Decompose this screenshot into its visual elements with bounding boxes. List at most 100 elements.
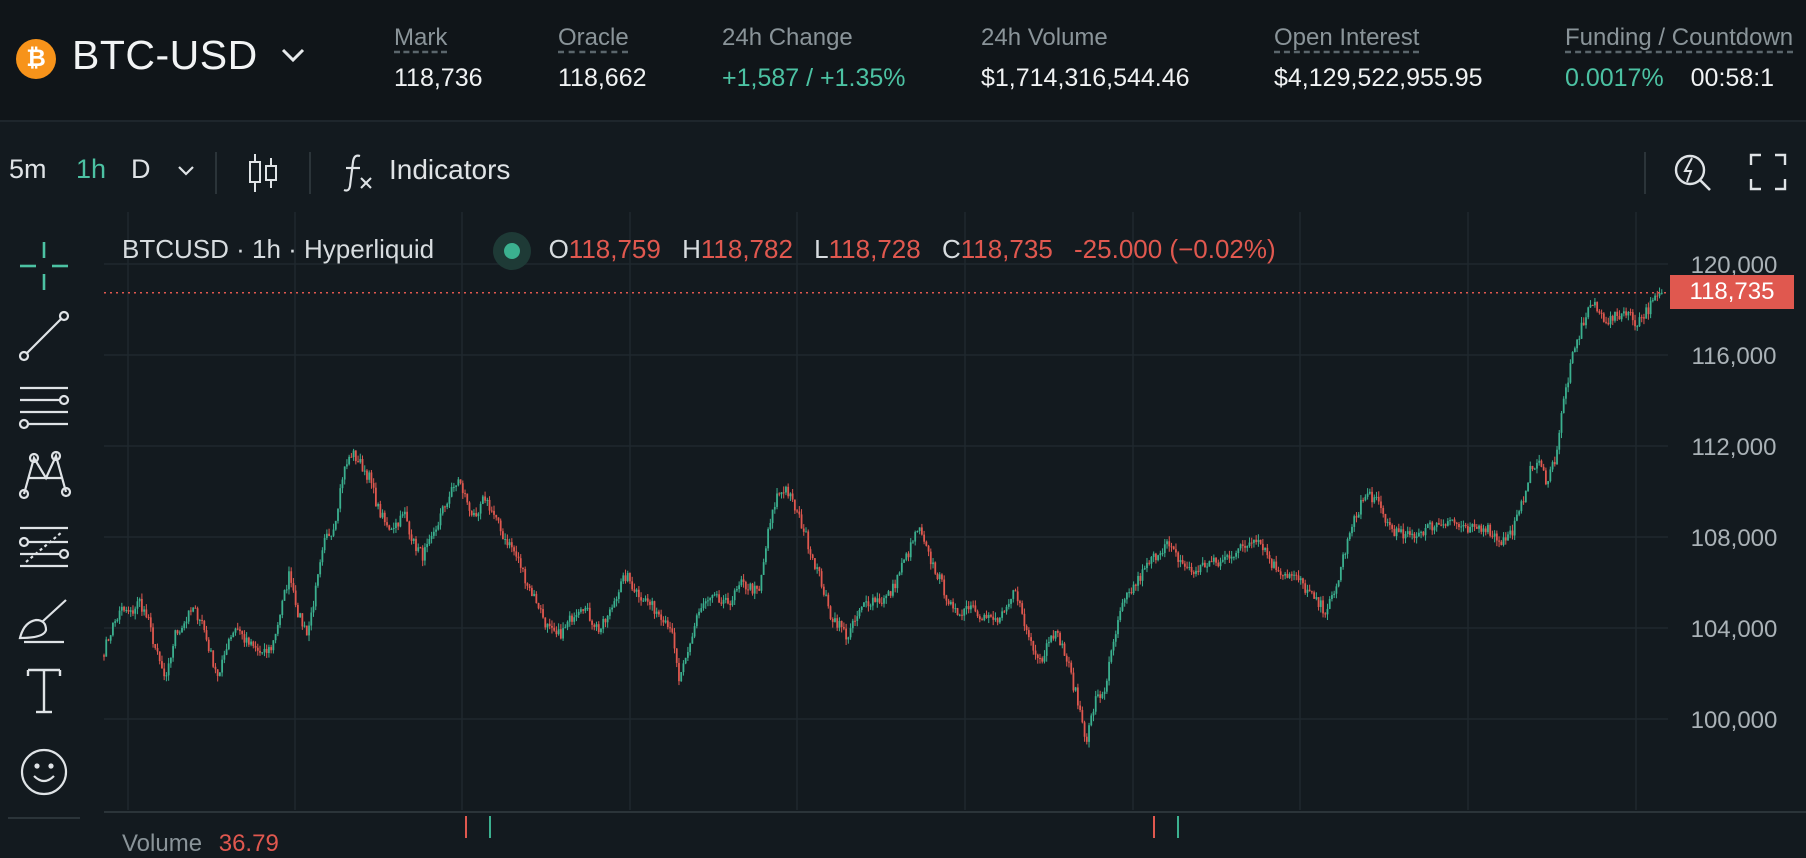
candle-body <box>564 627 567 629</box>
stat-oracle-label[interactable]: Oracle <box>558 24 629 51</box>
text-icon[interactable] <box>16 662 72 718</box>
candle-body <box>985 614 988 618</box>
candle-body <box>1516 514 1518 521</box>
candle-body <box>994 618 997 620</box>
emoji-icon[interactable] <box>16 744 72 800</box>
candle-body <box>198 620 201 622</box>
stat-oracle-value: 118,662 <box>558 64 647 92</box>
candle-body <box>348 456 351 465</box>
candle-body <box>1268 555 1271 560</box>
candle-body <box>740 579 743 586</box>
candle-body <box>1527 482 1529 491</box>
candle-body <box>764 548 767 563</box>
candle-body <box>1536 462 1538 469</box>
stat-funding-label[interactable]: Funding / Countdown <box>1565 24 1794 51</box>
market-chevron-down-icon[interactable] <box>278 44 308 68</box>
candle-body <box>1266 547 1269 556</box>
legend-symbol-title[interactable]: BTCUSD · 1h · Hyperliquid <box>122 234 435 264</box>
candle-body <box>1061 643 1064 646</box>
candle-body <box>987 615 990 618</box>
candle-body <box>441 506 444 514</box>
candle-body <box>1538 460 1541 463</box>
candle-body <box>183 623 186 628</box>
candle-body <box>1088 725 1090 742</box>
candle-body <box>477 513 480 517</box>
crosshair-icon[interactable] <box>16 238 72 294</box>
candle-body <box>704 601 707 604</box>
candle-body <box>918 527 921 532</box>
indicators-button[interactable]: Indicators <box>389 154 511 185</box>
stat-open-interest-label[interactable]: Open Interest <box>1274 24 1420 51</box>
timeframe-d-button[interactable]: D <box>131 154 151 184</box>
candle-body <box>502 531 504 540</box>
candle-body <box>675 648 678 663</box>
chevron-down-icon[interactable] <box>174 162 198 180</box>
candle-body <box>1259 539 1262 544</box>
stat-open-interest-value: $4,129,522,955.95 <box>1274 64 1483 92</box>
candle-body <box>1221 559 1224 562</box>
candle-body <box>1152 553 1155 557</box>
pattern-icon[interactable] <box>16 448 72 504</box>
candle-body <box>1411 533 1414 535</box>
candle-body <box>1620 313 1623 320</box>
candle-body <box>822 586 825 595</box>
candle-body <box>479 503 482 514</box>
candle-body <box>473 512 475 516</box>
candle-body <box>1600 312 1603 314</box>
candle-body <box>1068 661 1070 663</box>
candle-body <box>1103 691 1106 694</box>
fullscreen-icon[interactable] <box>1748 152 1788 192</box>
candle-body <box>470 510 473 516</box>
candle-body <box>165 675 168 677</box>
data-status-indicator[interactable] <box>493 232 531 270</box>
candle-body <box>702 603 705 609</box>
candle-body <box>163 668 166 677</box>
candle-body <box>488 499 491 511</box>
fib-retracement-icon[interactable] <box>16 518 72 574</box>
candle-body <box>212 650 215 667</box>
candle-body <box>1368 491 1371 494</box>
candle-body <box>152 627 154 645</box>
legend-close-label: C <box>941 234 961 264</box>
timeframe-5m-button[interactable]: 5m <box>9 154 47 184</box>
candle-body <box>1114 634 1117 642</box>
candle-body <box>916 531 919 533</box>
candle-body <box>1380 501 1382 509</box>
candle-body <box>283 590 286 601</box>
candle-body <box>1627 312 1630 316</box>
brush-icon[interactable] <box>16 590 72 646</box>
legend-change: -25.000 (−0.02%) <box>1074 234 1276 264</box>
candle-body <box>1469 526 1472 533</box>
candle-body <box>1250 542 1253 544</box>
candle-body <box>125 609 128 611</box>
candle-body <box>1010 598 1012 604</box>
candle-body <box>1083 722 1086 737</box>
stat-mark-label[interactable]: Mark <box>394 24 448 51</box>
timeframe-1h-button[interactable]: 1h <box>76 154 107 184</box>
function-icon[interactable] <box>340 150 376 196</box>
market-selector-label[interactable]: BTC-USD <box>72 32 258 78</box>
candle-body <box>1085 736 1088 742</box>
candle-body <box>174 630 177 647</box>
candle-body <box>519 558 522 568</box>
trend-line-icon[interactable] <box>16 308 72 364</box>
candle-body <box>239 629 241 632</box>
candle-body <box>633 589 636 592</box>
candle-body <box>1235 553 1238 557</box>
candle-body <box>1230 556 1233 559</box>
candle-body <box>1377 496 1380 502</box>
price-chart[interactable]: 100,000 104,000 108,000 112,000 116,000 120,0… <box>0 0 1806 838</box>
candlestick-icon[interactable] <box>246 150 280 196</box>
candle-body <box>497 517 500 521</box>
candle-body <box>1126 592 1128 600</box>
candle-body <box>1656 295 1659 297</box>
candle-body <box>669 627 671 629</box>
flash-search-icon[interactable] <box>1670 150 1714 196</box>
last-price-tag: 118,735 <box>1670 275 1794 309</box>
candle-body <box>1297 575 1300 581</box>
candle-body <box>1244 545 1246 548</box>
candle-body <box>787 486 790 497</box>
candle-body <box>1362 500 1365 502</box>
horizontal-lines-icon[interactable] <box>16 378 72 434</box>
candle-body <box>256 647 259 651</box>
